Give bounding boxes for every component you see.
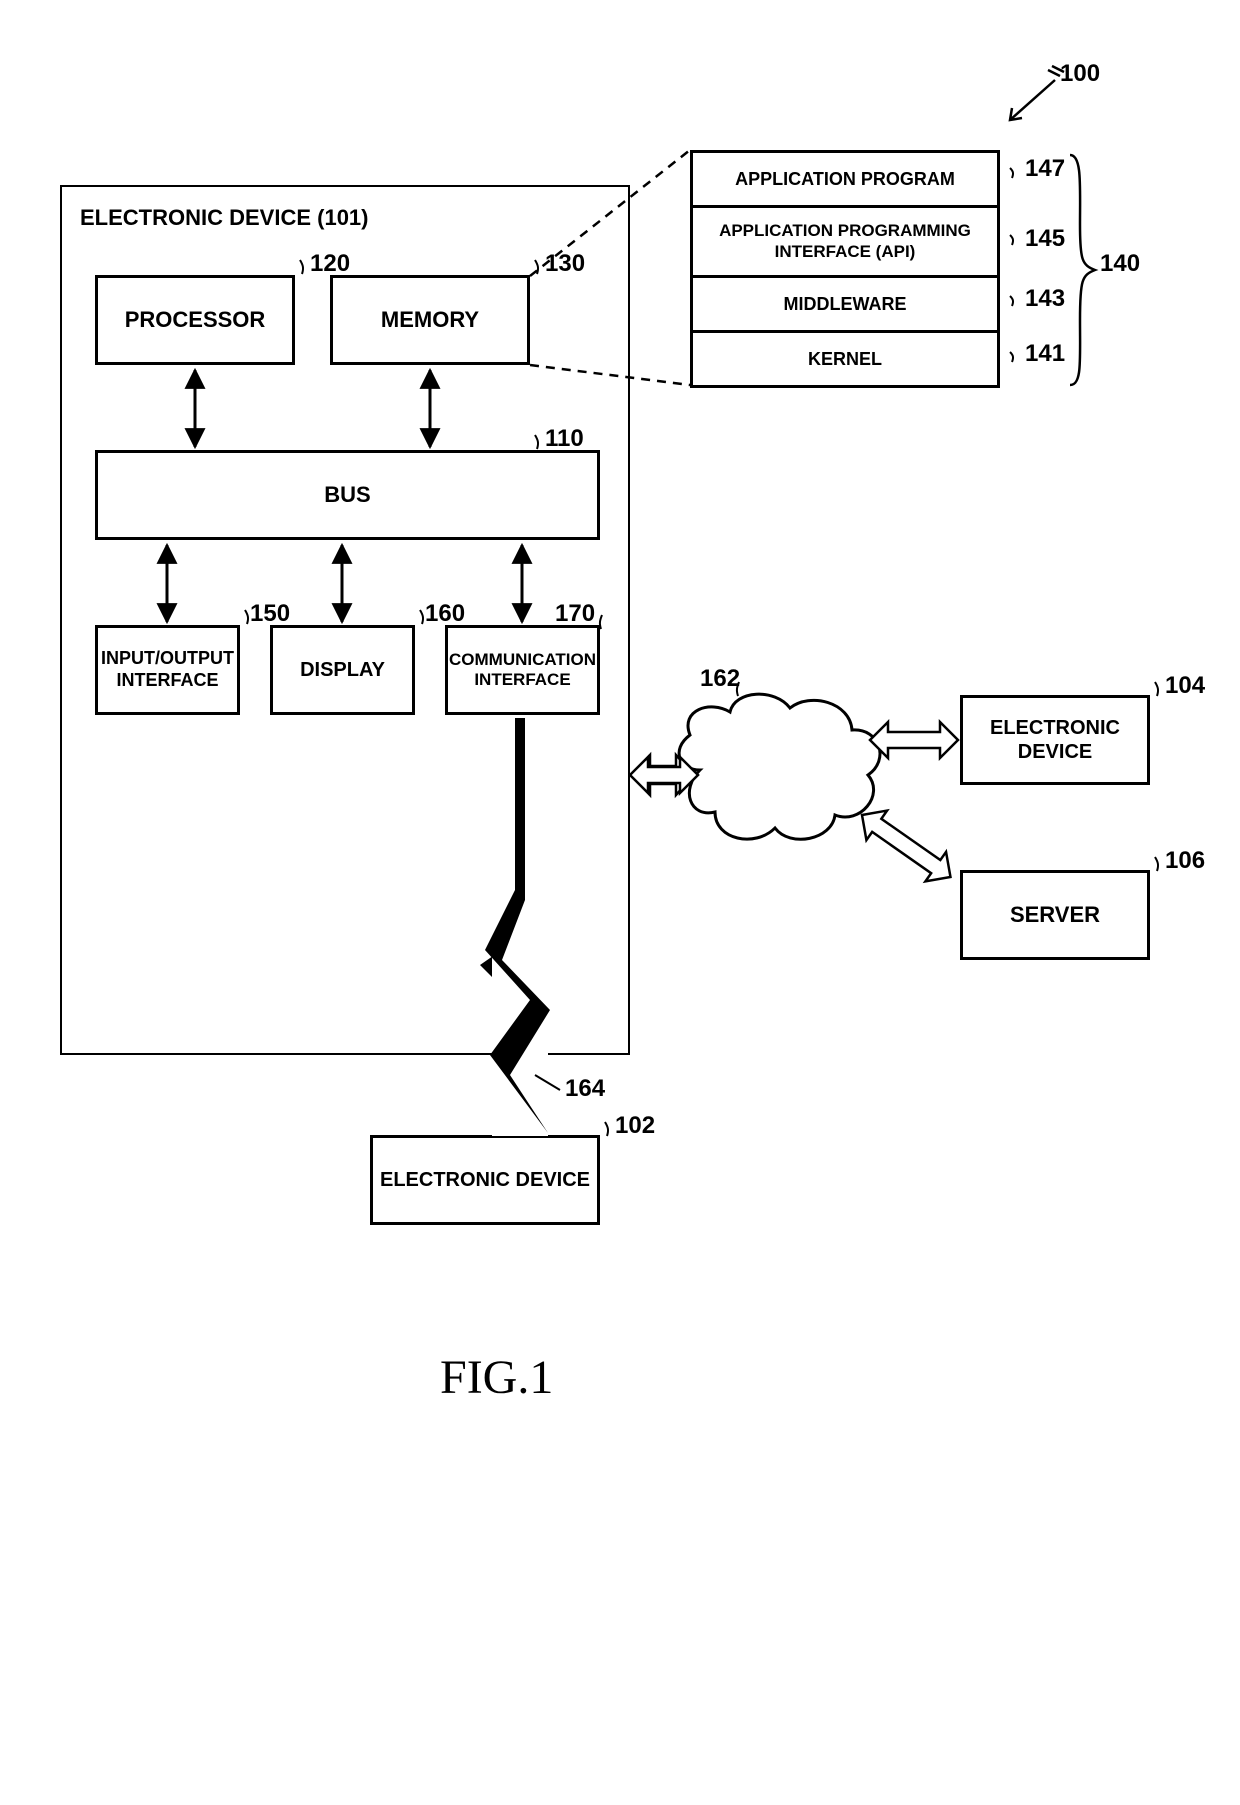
comm-label: COMMUNICATION INTERFACE: [449, 650, 596, 691]
comm-ref: 170: [555, 600, 595, 628]
processor-label: PROCESSOR: [125, 307, 266, 333]
figure-label: FIG.1: [440, 1350, 553, 1405]
server-box: SERVER: [960, 870, 1150, 960]
display-label: DISPLAY: [300, 659, 385, 682]
io-ref: 150: [250, 600, 290, 628]
bus-label: BUS: [324, 482, 370, 508]
comm-box: COMMUNICATION INTERFACE: [445, 625, 600, 715]
stack-row-2-ref: 143: [1025, 285, 1065, 313]
server-ref: 106: [1165, 847, 1205, 875]
dev104-box: ELECTRONIC DEVICE: [960, 695, 1150, 785]
bus-ref: 110: [545, 425, 584, 453]
electronic-device-label: ELECTRONIC DEVICE (101): [80, 205, 369, 231]
stack-ref: 140: [1100, 250, 1140, 278]
wireless-ref: 164: [565, 1075, 605, 1103]
diagram-canvas: 100 ELECTRONIC DEVICE (101) PROCESSOR 12…: [0, 0, 1240, 1805]
network-ref: 162: [700, 665, 740, 693]
ref-100: 100: [1060, 60, 1100, 88]
display-ref: 160: [425, 600, 465, 628]
memory-label: MEMORY: [381, 307, 479, 333]
stack-row-1-ref: 145: [1025, 225, 1065, 253]
dev104-ref: 104: [1165, 672, 1205, 700]
stack-row-1-label: APPLICATION PROGRAMMING INTERFACE (API): [719, 221, 971, 262]
io-box: INPUT/OUTPUT INTERFACE: [95, 625, 240, 715]
network-label: NETWORK: [720, 770, 823, 793]
stack-row-2-label: MIDDLEWARE: [784, 294, 907, 315]
dev102-ref: 102: [615, 1112, 655, 1140]
stack-row-3-ref: 141: [1025, 340, 1065, 368]
software-stack: APPLICATION PROGRAM APPLICATION PROGRAMM…: [690, 150, 1000, 388]
processor-box: PROCESSOR: [95, 275, 295, 365]
io-label: INPUT/OUTPUT INTERFACE: [101, 648, 234, 691]
stack-row-3-label: KERNEL: [808, 349, 882, 370]
processor-ref: 120: [310, 250, 350, 278]
stack-row-0-ref: 147: [1025, 155, 1065, 183]
memory-ref: 130: [545, 250, 585, 278]
display-box: DISPLAY: [270, 625, 415, 715]
memory-box: MEMORY: [330, 275, 530, 365]
server-label: SERVER: [1010, 902, 1100, 928]
dev102-box: ELECTRONIC DEVICE: [370, 1135, 600, 1225]
dev104-label: ELECTRONIC DEVICE: [990, 716, 1120, 764]
dev102-label: ELECTRONIC DEVICE: [380, 1169, 590, 1192]
bus-box: BUS: [95, 450, 600, 540]
stack-row-0-label: APPLICATION PROGRAM: [735, 169, 955, 190]
